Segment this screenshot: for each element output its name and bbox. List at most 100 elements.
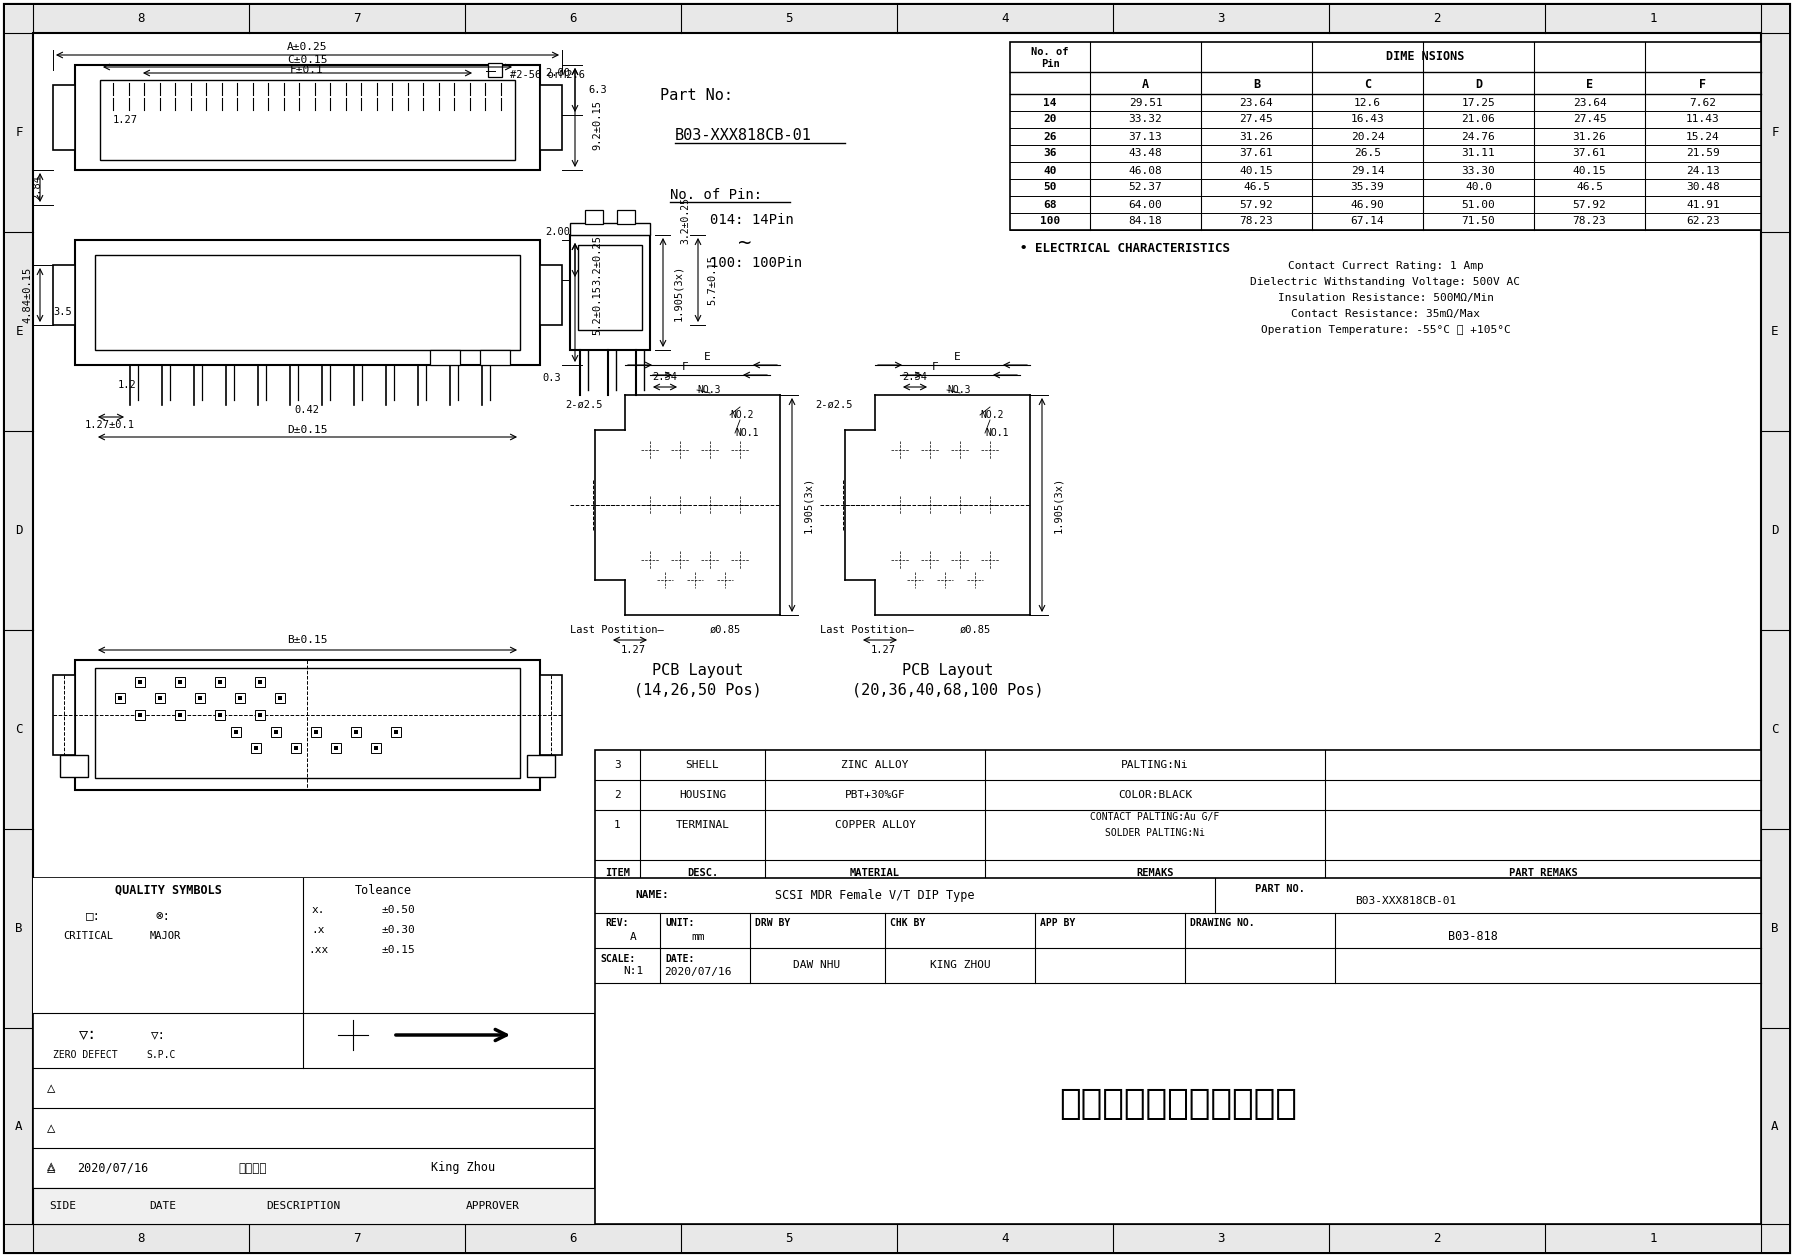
Text: B03-818: B03-818 — [1448, 930, 1498, 943]
Text: 21.06: 21.06 — [1462, 114, 1496, 124]
Text: DIME NSIONS: DIME NSIONS — [1387, 50, 1464, 64]
Bar — [32, 877, 596, 1013]
Text: 1.27: 1.27 — [113, 114, 138, 124]
Text: DAW NHU: DAW NHU — [793, 960, 841, 970]
Text: 3.2±0.25: 3.2±0.25 — [680, 196, 691, 244]
Text: • ELECTRICAL CHARACTERISTICS: • ELECTRICAL CHARACTERISTICS — [1021, 241, 1231, 254]
Text: 15.24: 15.24 — [1686, 132, 1720, 142]
Text: 30.48: 30.48 — [1686, 182, 1720, 192]
Bar — [332, 743, 341, 753]
Bar — [95, 255, 520, 349]
Text: ITEM: ITEM — [605, 867, 630, 877]
Text: COPPER ALLOY: COPPER ALLOY — [834, 820, 915, 830]
Bar — [197, 696, 203, 700]
Bar — [138, 713, 142, 716]
Text: C: C — [1771, 723, 1778, 737]
Text: 46.5: 46.5 — [1243, 182, 1270, 192]
Text: 35.39: 35.39 — [1351, 182, 1385, 192]
Text: ±0.15: ±0.15 — [380, 945, 414, 955]
Text: 31.11: 31.11 — [1462, 148, 1496, 158]
Text: PART REMAKS: PART REMAKS — [1509, 867, 1577, 877]
Text: MATERIAL: MATERIAL — [850, 867, 901, 877]
Bar — [231, 727, 240, 737]
Text: ø0.85: ø0.85 — [709, 625, 741, 635]
Bar — [54, 675, 75, 755]
Text: F: F — [682, 362, 689, 372]
Text: F±0.1: F±0.1 — [291, 65, 325, 75]
Text: 33.30: 33.30 — [1462, 166, 1496, 176]
Bar — [570, 222, 649, 235]
Text: REV:: REV: — [605, 919, 628, 929]
Text: B: B — [16, 921, 23, 935]
Text: 3.5: 3.5 — [54, 307, 72, 317]
Text: 6.3: 6.3 — [588, 85, 606, 96]
Text: △: △ — [47, 1121, 56, 1135]
Text: 2: 2 — [1433, 1232, 1441, 1244]
Text: 2: 2 — [614, 789, 621, 799]
Text: S.P.C: S.P.C — [147, 1050, 176, 1060]
Text: E: E — [1771, 326, 1778, 338]
Text: 20.24: 20.24 — [1351, 132, 1385, 142]
Text: x.: x. — [310, 905, 325, 915]
Text: 37.61: 37.61 — [1240, 148, 1274, 158]
Bar — [138, 680, 142, 684]
Text: 51.00: 51.00 — [1462, 200, 1496, 210]
Text: NO.2: NO.2 — [730, 410, 753, 420]
Text: 2-ø2.5: 2-ø2.5 — [565, 400, 603, 410]
Bar — [239, 696, 242, 700]
Text: 1.905(3x): 1.905(3x) — [804, 476, 813, 533]
Text: No. of: No. of — [1032, 47, 1069, 57]
Text: ZINC ALLOY: ZINC ALLOY — [841, 760, 910, 771]
Text: .x: .x — [310, 925, 325, 935]
Text: 014: 14Pin: 014: 14Pin — [710, 212, 793, 228]
Text: 57.92: 57.92 — [1573, 200, 1606, 210]
Text: ▽:: ▽: — [79, 1027, 97, 1042]
Text: F: F — [1771, 126, 1778, 140]
Text: 46.90: 46.90 — [1351, 200, 1385, 210]
Bar — [235, 693, 246, 703]
Text: F: F — [931, 362, 938, 372]
Text: NO.1: NO.1 — [736, 427, 759, 437]
Text: 21.59: 21.59 — [1686, 148, 1720, 158]
Bar — [176, 710, 185, 720]
Bar — [118, 696, 122, 700]
Text: Insulation Resistance: 500MΩ/Min: Insulation Resistance: 500MΩ/Min — [1277, 293, 1493, 303]
Text: 64.00: 64.00 — [1128, 200, 1163, 210]
Text: 8: 8 — [138, 13, 145, 25]
Bar — [274, 693, 285, 703]
Text: Last Postition—: Last Postition— — [570, 625, 664, 635]
Bar — [258, 713, 262, 716]
Bar — [196, 693, 205, 703]
Text: DATE:: DATE: — [666, 954, 694, 964]
Text: Dielectric Withstanding Voltage: 500V AC: Dielectric Withstanding Voltage: 500V AC — [1250, 277, 1521, 287]
Text: NO.2: NO.2 — [980, 410, 1003, 420]
Text: 1.2: 1.2 — [118, 380, 136, 390]
Text: 100: 100 — [1041, 216, 1060, 226]
Text: 43.48: 43.48 — [1128, 148, 1163, 158]
Text: Toleance: Toleance — [355, 884, 411, 896]
Text: 16.43: 16.43 — [1351, 114, 1385, 124]
Text: ZERO DEFECT: ZERO DEFECT — [52, 1050, 117, 1060]
Text: 33.32: 33.32 — [1128, 114, 1163, 124]
Text: 0.3: 0.3 — [542, 373, 562, 383]
Bar — [271, 727, 282, 737]
Text: 24.13: 24.13 — [1686, 166, 1720, 176]
Text: NAME:: NAME: — [635, 890, 669, 900]
Text: 1.27: 1.27 — [870, 645, 895, 655]
Bar — [596, 750, 1762, 885]
Text: No. of Pin:: No. of Pin: — [669, 189, 762, 202]
Bar — [32, 1188, 596, 1224]
Text: 40: 40 — [1044, 166, 1057, 176]
Text: △: △ — [47, 1081, 56, 1095]
Text: 7: 7 — [353, 13, 361, 25]
Text: REMAKS: REMAKS — [1136, 867, 1173, 877]
Bar — [5, 5, 32, 1252]
Text: 50: 50 — [1044, 182, 1057, 192]
Text: Last Postition—: Last Postition— — [820, 625, 913, 635]
Text: 41.91: 41.91 — [1686, 200, 1720, 210]
Text: 26: 26 — [1044, 132, 1057, 142]
Text: 17.25: 17.25 — [1462, 98, 1496, 108]
Text: 9.2±0.15: 9.2±0.15 — [592, 101, 603, 150]
Text: 4.84±0.15: 4.84±0.15 — [22, 266, 32, 323]
Text: 100: 100Pin: 100: 100Pin — [710, 256, 802, 270]
